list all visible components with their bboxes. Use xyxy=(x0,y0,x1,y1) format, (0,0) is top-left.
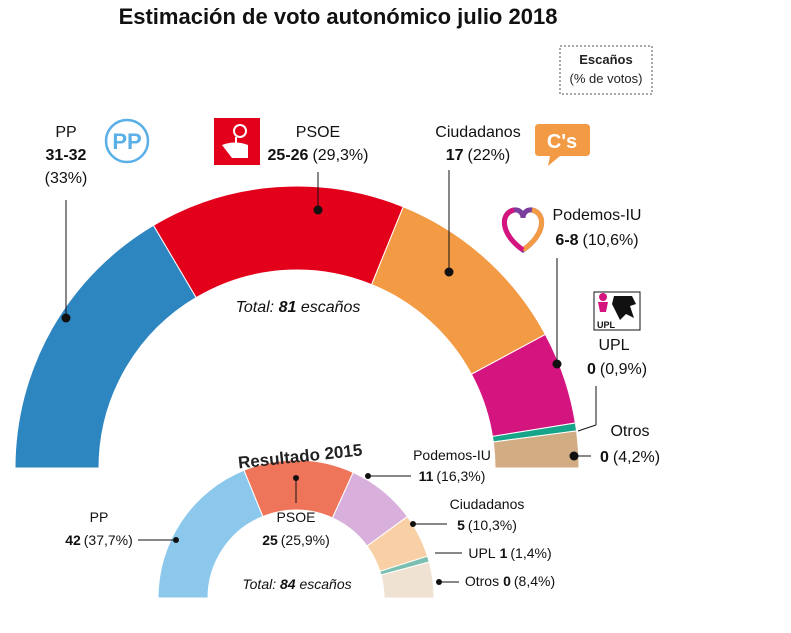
pp-name: PP xyxy=(55,124,76,141)
otros-value: 0 (4,2%) xyxy=(600,449,660,466)
main-slice-pp xyxy=(14,224,197,469)
pp-logo-icon: PP xyxy=(104,118,150,164)
main-donut xyxy=(14,185,580,469)
small-pp-value: 42 (37,7%) xyxy=(65,532,133,548)
label-pp: PP 31-32 (33%) xyxy=(45,124,88,323)
psoe-rose-icon xyxy=(214,118,260,165)
psoe-value: 25-26 (29,3%) xyxy=(268,147,369,164)
podemos-name: Podemos-IU xyxy=(553,207,642,224)
label-upl: UPL 0 (0,9%) xyxy=(577,337,647,432)
small-label-otros: Otros 0 (8,4%) xyxy=(436,573,555,589)
pp-leader-dot xyxy=(61,313,71,323)
psoe-leader-dot xyxy=(313,205,323,215)
legend-seats: Escaños xyxy=(579,52,632,67)
pp-pct: (33%) xyxy=(45,170,88,187)
label-ciudadanos: Ciudadanos 17 (22%) xyxy=(435,124,521,277)
main-slice-psoe xyxy=(152,185,404,299)
small-label-upl: UPL 1 (1,4%) xyxy=(435,545,552,561)
podemos-heart-icon xyxy=(502,207,544,254)
legend-votes: (% de votos) xyxy=(570,71,643,86)
small-slice-otros xyxy=(380,561,435,599)
otros-pct: (4,2%) xyxy=(613,449,660,466)
result-2015-donut xyxy=(157,459,435,599)
small-label-podemos: Podemos-IU 11 (16,3%) xyxy=(365,447,491,484)
cs-leader-dot xyxy=(444,267,454,277)
small-cs-dot xyxy=(410,521,416,527)
upl-lion-icon: UPL xyxy=(593,291,641,331)
main-slice-otros xyxy=(492,430,580,469)
small-podemos-value: 11 (16,3%) xyxy=(419,468,486,484)
small-label-cs: Ciudadanos 5 (10,3%) xyxy=(410,496,524,533)
svg-text:PP: PP xyxy=(112,129,141,154)
upl-value: 0 (0,9%) xyxy=(587,361,647,378)
small-psoe-value: 25 (25,9%) xyxy=(262,532,330,548)
psoe-seats: 25-26 xyxy=(268,147,309,164)
label-psoe: PSOE 25-26 (29,3%) xyxy=(268,124,369,215)
podemos-leader-dot xyxy=(552,359,562,369)
small-podemos-dot xyxy=(365,473,371,479)
podemos-pct: (10,6%) xyxy=(583,232,639,249)
small-pp-dot xyxy=(173,537,179,543)
cs-pct: (22%) xyxy=(468,147,511,164)
upl-seats: 0 xyxy=(587,361,596,378)
small-label-psoe: PSOE 25 (25,9%) xyxy=(262,475,330,548)
upl-leader-line-2 xyxy=(577,424,597,432)
otros-name: Otros xyxy=(610,423,649,440)
small-psoe-dot xyxy=(293,475,299,481)
small-otros-value: Otros 0 (8,4%) xyxy=(465,573,555,589)
small-podemos-name: Podemos-IU xyxy=(413,447,491,463)
legend-frame xyxy=(559,45,653,95)
cs-seats: 17 xyxy=(446,147,464,164)
svg-text:C's: C's xyxy=(547,131,577,153)
small-psoe-name: PSOE xyxy=(277,509,316,525)
ciudadanos-logo-icon: C's xyxy=(535,124,590,166)
podemos-seats: 6-8 xyxy=(555,232,578,249)
otros-leader-dot xyxy=(569,451,579,461)
chart-title: Estimación de voto autonómico julio 2018 xyxy=(119,4,558,29)
psoe-name: PSOE xyxy=(296,124,340,141)
small-cs-value: 5 (10,3%) xyxy=(457,517,517,533)
otros-seats: 0 xyxy=(600,449,609,466)
upl-name: UPL xyxy=(598,337,629,354)
svg-text:UPL: UPL xyxy=(597,320,616,330)
label-otros: Otros 0 (4,2%) xyxy=(569,423,660,466)
small-upl-value: UPL 1 (1,4%) xyxy=(468,545,551,561)
small-label-pp: PP 42 (37,7%) xyxy=(65,509,179,548)
psoe-pct: (29,3%) xyxy=(312,147,368,164)
label-podemos: Podemos-IU 6-8 (10,6%) xyxy=(552,207,642,369)
main-total-label: Total: 81 escaños xyxy=(236,299,361,316)
podemos-value: 6-8 (10,6%) xyxy=(555,232,638,249)
legend-box: Escaños (% de votos) xyxy=(559,45,653,95)
small-pp-name: PP xyxy=(90,509,109,525)
small-otros-dot xyxy=(436,579,442,585)
upl-pct: (0,9%) xyxy=(600,361,647,378)
small-total-label: Total: 84 escaños xyxy=(242,576,351,592)
cs-value: 17 (22%) xyxy=(446,147,510,164)
pp-seats: 31-32 xyxy=(46,147,87,164)
cs-name: Ciudadanos xyxy=(435,124,520,141)
small-cs-name: Ciudadanos xyxy=(450,496,525,512)
